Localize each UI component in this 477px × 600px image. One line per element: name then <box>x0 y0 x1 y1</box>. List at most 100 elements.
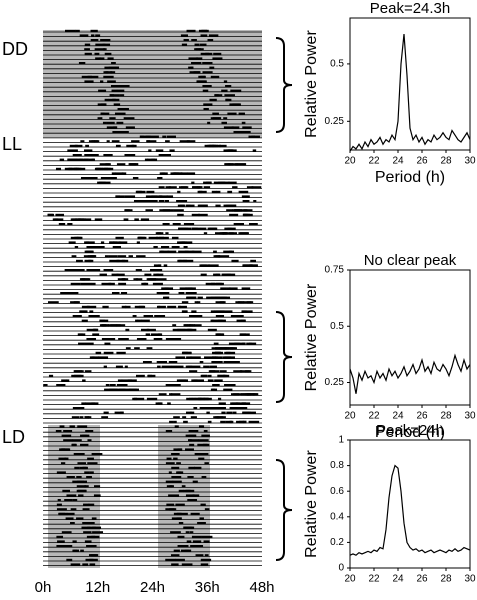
activity-bout <box>84 80 94 83</box>
activity-bout <box>108 66 120 69</box>
activity-bout <box>90 282 96 286</box>
activity-bout <box>70 282 81 286</box>
activity-bout <box>158 186 165 189</box>
activity-bout <box>207 144 216 148</box>
activity-bout <box>136 374 145 378</box>
activity-bout <box>196 57 203 60</box>
activity-bout <box>73 301 80 304</box>
activity-bout <box>80 140 85 143</box>
activity-bout <box>186 296 197 299</box>
activity-bout <box>230 347 238 350</box>
activity-bout <box>197 296 203 299</box>
activity-bout <box>83 531 92 534</box>
activity-bout <box>77 333 83 336</box>
activity-bout <box>215 204 221 207</box>
activity-bout <box>204 356 214 359</box>
activity-bout <box>197 80 206 83</box>
activity-bout <box>176 462 181 465</box>
activity-bout <box>116 163 126 166</box>
activity-bout <box>215 301 225 304</box>
activity-bout <box>171 246 178 249</box>
activity-bout <box>215 416 219 419</box>
activity-bout <box>238 112 245 115</box>
activity-bout <box>226 209 233 212</box>
activity-bout <box>85 241 90 244</box>
activity-bout <box>202 85 209 88</box>
activity-bout <box>81 278 86 281</box>
activity-bout <box>99 319 109 322</box>
activity-bout <box>115 292 120 295</box>
activity-bout <box>205 407 216 410</box>
x-tick-label: 30 <box>464 156 476 167</box>
activity-bout <box>100 112 110 115</box>
activity-bout <box>163 264 168 267</box>
x-tick-label: 20 <box>344 411 356 422</box>
activity-bout <box>209 66 215 69</box>
activity-bout <box>191 213 200 217</box>
x-tick-label: 48h <box>249 579 274 596</box>
activity-bout <box>145 195 153 198</box>
activity-bout <box>212 112 219 115</box>
activity-bout <box>61 379 67 382</box>
activity-bout <box>58 457 67 460</box>
activity-bout <box>186 356 192 359</box>
activity-bout <box>158 305 166 309</box>
activity-bout <box>207 420 212 424</box>
activity-bout <box>132 315 137 318</box>
activity-bout <box>203 232 208 235</box>
activity-bout <box>189 397 193 401</box>
activity-bout <box>117 379 123 382</box>
activity-bout <box>132 177 139 180</box>
activity-bout <box>146 347 153 350</box>
activity-bout <box>136 241 140 244</box>
activity-bout <box>210 319 214 322</box>
activity-bout <box>82 563 89 566</box>
activity-bout <box>135 269 142 272</box>
activity-bout <box>182 310 188 313</box>
activity-bout <box>207 328 217 332</box>
x-tick-label: 0h <box>35 579 52 596</box>
activity-bout <box>106 269 114 272</box>
activity-bout <box>99 163 110 166</box>
activity-bout <box>93 494 101 497</box>
activity-bout <box>61 448 71 451</box>
activity-bout <box>116 324 126 327</box>
activity-bout <box>56 508 67 511</box>
activity-bout <box>154 315 166 318</box>
activity-bout <box>178 227 186 230</box>
activity-bout <box>169 149 175 152</box>
activity-bout <box>123 218 129 221</box>
activity-bout <box>59 448 66 451</box>
activity-bout <box>161 287 166 290</box>
activity-bout <box>134 347 140 350</box>
activity-bout <box>135 278 143 281</box>
activity-bout <box>186 328 197 332</box>
activity-bout <box>141 319 150 322</box>
activity-bout <box>191 186 203 189</box>
activity-bout <box>123 117 135 120</box>
activity-bout <box>144 200 149 203</box>
brace <box>275 459 293 561</box>
activity-bout <box>198 457 205 460</box>
activity-bout <box>247 411 256 414</box>
activity-bout <box>230 402 240 405</box>
activity-bout <box>203 103 213 106</box>
activity-bout <box>229 287 238 290</box>
activity-bout <box>98 356 109 359</box>
activity-bout <box>177 328 186 332</box>
activity-bout <box>133 200 143 203</box>
activity-bout <box>160 250 170 253</box>
activity-bout <box>227 112 237 115</box>
activity-bout <box>59 158 65 161</box>
activity-bout <box>173 512 182 516</box>
y-tick-label: 0.25 <box>325 377 345 388</box>
activity-bout <box>72 540 77 543</box>
activity-bout <box>100 103 106 106</box>
activity-bout <box>73 453 85 456</box>
activity-bout <box>185 434 196 437</box>
activity-bout <box>88 338 97 341</box>
activity-bout <box>165 480 174 483</box>
activity-bout <box>212 384 220 387</box>
activity-bout <box>67 149 78 152</box>
activity-bout <box>86 476 92 479</box>
